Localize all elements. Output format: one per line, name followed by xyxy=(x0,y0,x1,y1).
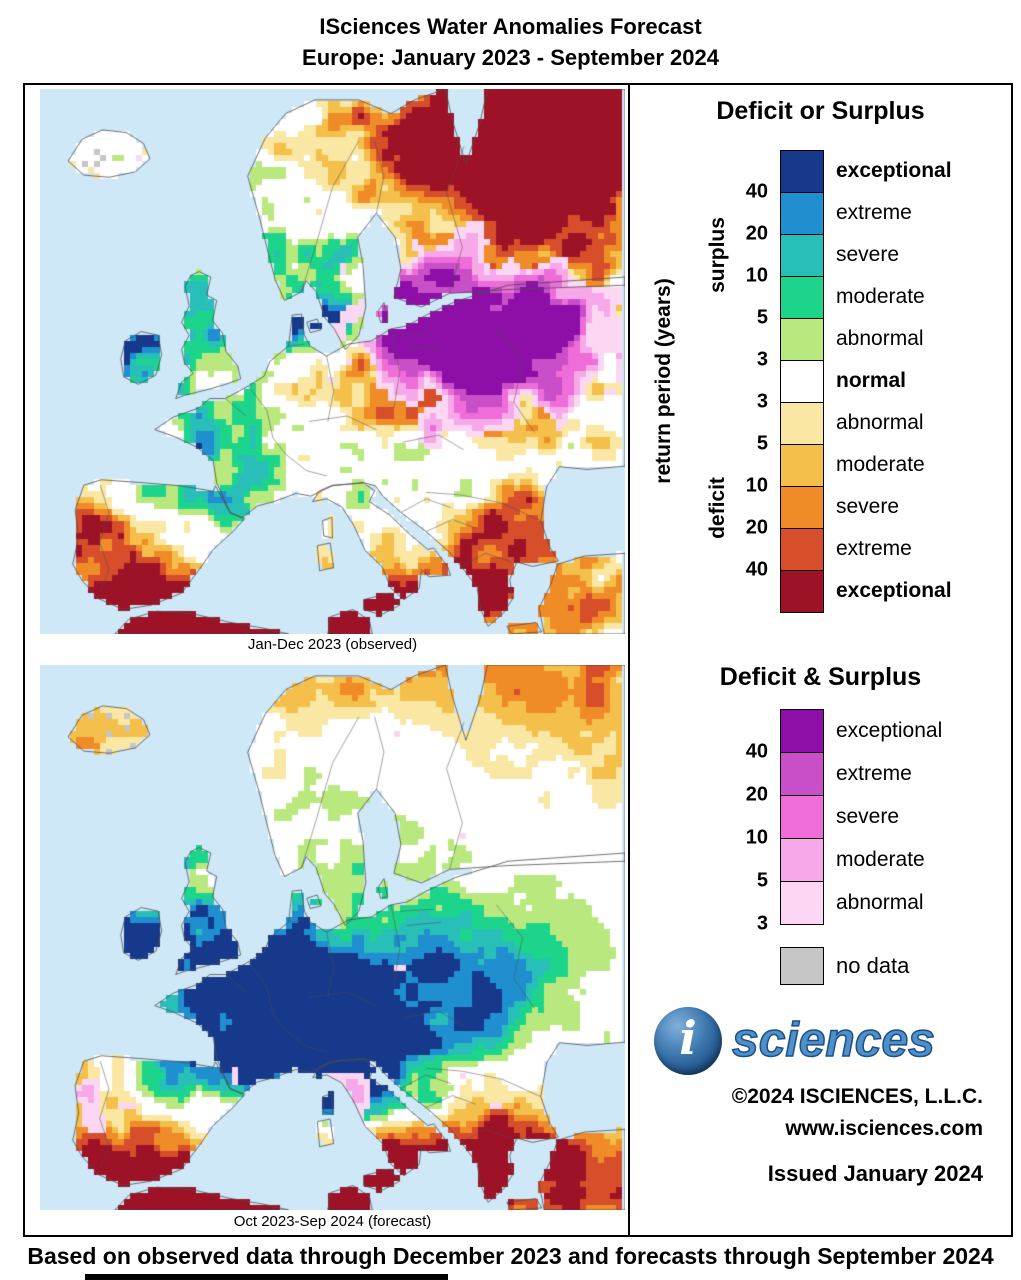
legend-entry-label: extreme xyxy=(836,761,912,785)
website-text: www.isciences.com xyxy=(785,1117,983,1140)
no-data-label: no data xyxy=(836,953,910,978)
no-data-swatch xyxy=(780,947,824,985)
legend-tick-label: 5 xyxy=(756,306,768,329)
legend-color-cell xyxy=(780,528,824,571)
legend-entry-label: exceptional xyxy=(836,159,952,182)
map-forecast-canvas xyxy=(40,665,625,1210)
legend-color-cell xyxy=(780,192,824,235)
legend-color-cell xyxy=(780,318,824,361)
legend-tick-label: 40 xyxy=(745,180,768,203)
legend-entry-label: abnormal xyxy=(836,890,924,914)
content-frame: Jan-Dec 2023 (observed) Oct 2023-Sep 202… xyxy=(23,83,1013,1237)
legend-tick-label: 20 xyxy=(745,222,768,245)
legend-entry-label: extreme xyxy=(836,537,912,560)
legend-color-cell xyxy=(780,276,824,319)
maps-column: Jan-Dec 2023 (observed) Oct 2023-Sep 202… xyxy=(25,85,628,1235)
legend-entry-label: moderate xyxy=(836,453,925,476)
page-title: ISciences Water Anomalies Forecast Europ… xyxy=(0,11,1021,73)
logo-wordmark: sciences xyxy=(731,1014,935,1067)
title-line-1: ISciences Water Anomalies Forecast xyxy=(319,14,702,39)
legend-entry-label: severe xyxy=(836,804,900,828)
legend-tick-label: 10 xyxy=(745,474,768,497)
legend-tick-label: 5 xyxy=(756,869,768,892)
legend-entry-label: abnormal xyxy=(836,327,924,350)
legend-color-cell xyxy=(780,709,824,753)
legend-color-cell xyxy=(780,444,824,487)
logo-i-glyph: i xyxy=(679,1011,697,1065)
map-forecast-caption: Oct 2023-Sep 2024 (forecast) xyxy=(233,1213,432,1230)
legend-panel: Deficit or Surplus return period (years)… xyxy=(628,85,1011,1235)
legend-tick-label: 20 xyxy=(745,783,768,806)
footer-note: Based on observed data through December … xyxy=(27,1243,994,1269)
bottom-bar xyxy=(85,1274,448,1280)
title-line-2: Europe: January 2023 - September 2024 xyxy=(302,45,719,70)
legend-tick-label: 3 xyxy=(756,912,768,935)
legend-tick-label: 40 xyxy=(745,740,768,763)
copyright-text: ©2024 ISCIENCES, L.L.C. xyxy=(731,1085,983,1108)
legend-tick-label: 10 xyxy=(745,264,768,287)
legend-color-cell xyxy=(780,752,824,796)
legend-entry-label: exceptional xyxy=(836,718,943,742)
legend-color-cell xyxy=(780,234,824,277)
legend-entry-label: moderate xyxy=(836,847,925,871)
legend-color-cell xyxy=(780,570,824,613)
legend-color-cell xyxy=(780,795,824,839)
legend-tick-label: 3 xyxy=(756,348,768,371)
map-observed-canvas xyxy=(40,89,625,634)
return-period-axis-label: return period (years) xyxy=(652,278,675,484)
legend-entry-label: extreme xyxy=(836,201,912,224)
legend-tick-label: 10 xyxy=(745,826,768,849)
legend-entry-label: severe xyxy=(836,495,900,518)
legend-tick-label: 5 xyxy=(756,432,768,455)
legend-color-cell xyxy=(780,360,824,403)
legend-entry-label: abnormal xyxy=(836,411,924,434)
legend-deficit-or-surplus-title: Deficit or Surplus xyxy=(716,97,925,125)
legend-tick-label: 40 xyxy=(745,558,768,581)
issued-date-text: Issued January 2024 xyxy=(767,1161,983,1186)
legend-deficit-and-surplus-title: Deficit & Surplus xyxy=(719,663,922,691)
legend-color-cell xyxy=(780,838,824,882)
isciences-logo: i sciences xyxy=(654,1007,936,1075)
legend-color-cell xyxy=(780,486,824,529)
legend-tick-label: 20 xyxy=(745,516,768,539)
logo-circle-icon: i xyxy=(654,1007,722,1075)
legend-color-cell xyxy=(780,402,824,445)
legend-entry-label: exceptional xyxy=(836,579,952,602)
legend-tick-label: 3 xyxy=(756,390,768,413)
legend-color-cell xyxy=(780,150,824,193)
legend-entry-label: normal xyxy=(836,369,907,392)
legend-color-cell xyxy=(780,881,824,925)
legend-entry-label: moderate xyxy=(836,285,925,308)
map-observed-caption: Jan-Dec 2023 (observed) xyxy=(247,636,418,653)
legend-entry-label: severe xyxy=(836,243,900,266)
